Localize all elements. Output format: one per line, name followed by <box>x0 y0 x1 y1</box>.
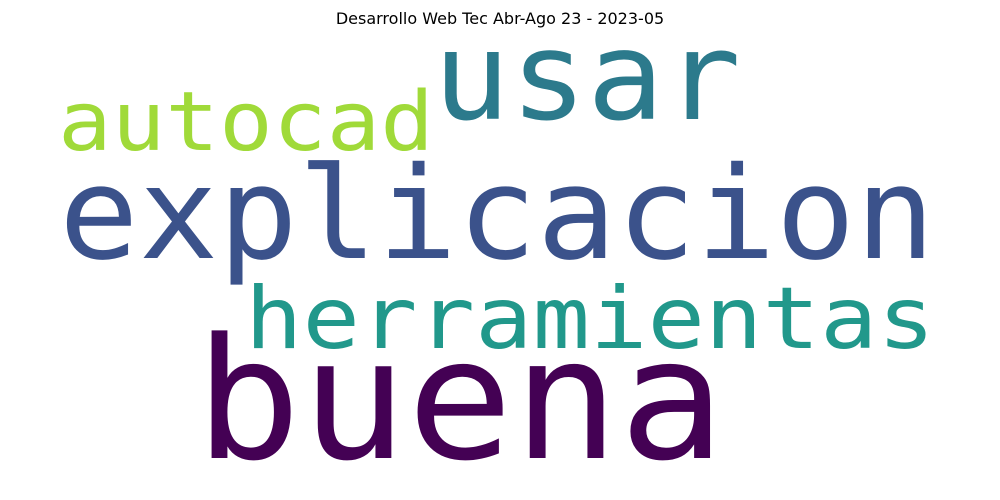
word-buena: buena <box>195 302 725 498</box>
word-usar: usar <box>433 6 741 148</box>
word-explicacion: explicacion <box>59 140 935 289</box>
word-autocad: autocad <box>58 75 434 170</box>
word-cloud-title: Desarrollo Web Tec Abr-Ago 23 - 2023-05 <box>335 9 665 28</box>
word-herramientas: herramientas <box>245 269 935 369</box>
